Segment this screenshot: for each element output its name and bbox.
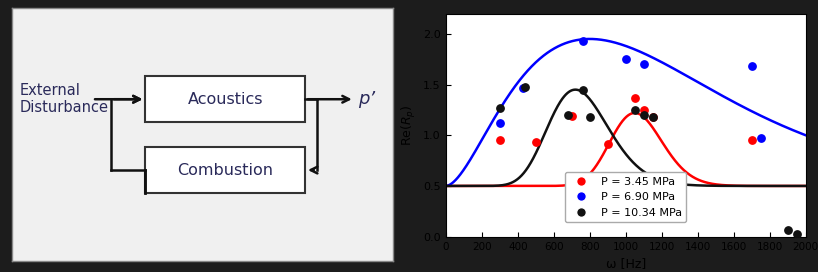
Point	[529, 140, 542, 144]
Point	[576, 39, 589, 43]
Point	[646, 115, 659, 119]
Point	[562, 113, 575, 117]
Y-axis label: Re($R_p$): Re($R_p$)	[400, 104, 418, 146]
FancyBboxPatch shape	[146, 147, 305, 193]
Point	[637, 113, 650, 117]
Point	[601, 142, 614, 147]
X-axis label: ω [Hz]: ω [Hz]	[605, 257, 646, 270]
Text: p’: p’	[358, 90, 375, 108]
Point	[790, 231, 803, 236]
Point	[619, 57, 632, 61]
Legend: P = 3.45 MPa, P = 6.90 MPa, P = 10.34 MPa: P = 3.45 MPa, P = 6.90 MPa, P = 10.34 MP…	[565, 172, 686, 222]
Point	[565, 114, 578, 118]
Point	[628, 95, 641, 100]
Text: External
Disturbance: External Disturbance	[20, 83, 109, 115]
Point	[637, 62, 650, 66]
Point	[493, 106, 506, 110]
Point	[493, 121, 506, 125]
Point	[583, 115, 596, 119]
Point	[519, 84, 532, 89]
Point	[646, 115, 659, 119]
Point	[493, 138, 506, 143]
Text: Acoustics: Acoustics	[187, 92, 263, 107]
FancyBboxPatch shape	[146, 76, 305, 122]
Point	[745, 64, 758, 69]
Point	[517, 85, 530, 90]
Point	[781, 227, 794, 232]
Point	[576, 88, 589, 92]
Point	[628, 108, 641, 112]
Text: Combustion: Combustion	[178, 163, 273, 178]
Point	[754, 136, 767, 140]
Point	[745, 138, 758, 143]
Point	[637, 108, 650, 112]
